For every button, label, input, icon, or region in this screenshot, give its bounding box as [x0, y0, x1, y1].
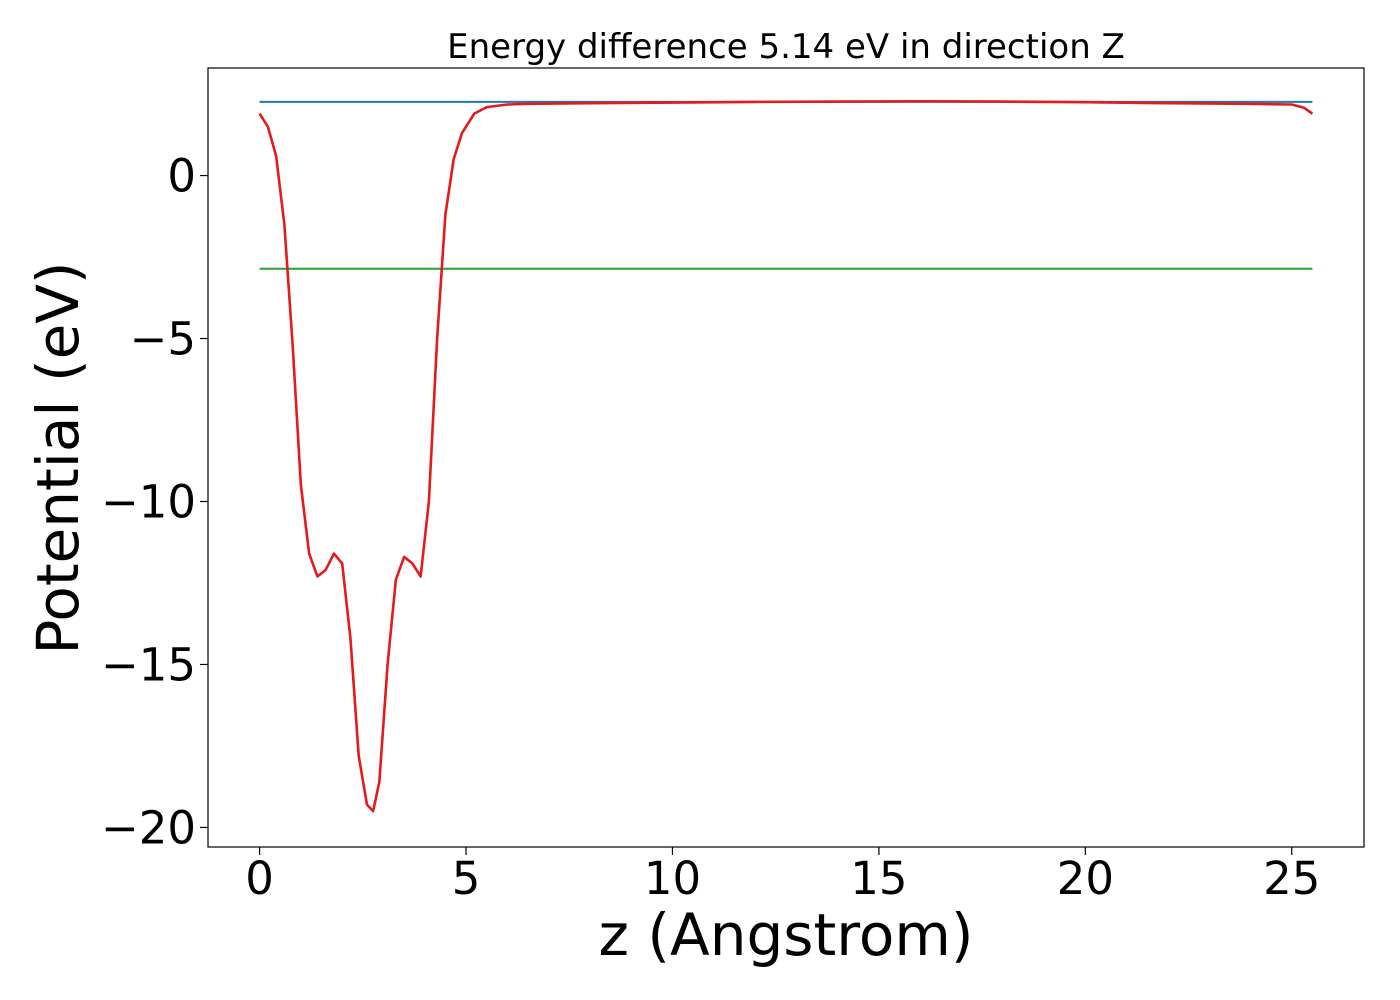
x-tick-label: 20 [1057, 852, 1114, 905]
x-tick-label: 0 [245, 852, 274, 905]
y-axis-label: Potential (eV) [24, 261, 92, 654]
plot-frame [207, 67, 1365, 848]
x-tick-label: 15 [850, 852, 907, 905]
x-tick-label: 25 [1263, 852, 1320, 905]
x-axis-ticks: 0 5 10 15 20 25 [245, 847, 1320, 905]
x-tick-label: 5 [452, 852, 481, 905]
y-tick-label: 0 [167, 150, 196, 203]
series-layer [258, 99, 1314, 813]
plot-area: 0 5 10 15 20 25 0 −5 −10 −15 −20 [101, 67, 1365, 905]
y-tick-label: −20 [101, 801, 196, 854]
y-tick-label: −5 [130, 313, 196, 366]
y-tick-label: −15 [101, 638, 196, 691]
y-axis-ticks: 0 −5 −10 −15 −20 [101, 150, 208, 854]
y-tick-label: −10 [101, 476, 196, 529]
x-axis-label: z (Angstrom) [599, 901, 974, 969]
chart-title: Energy difference 5.14 eV in direction Z [447, 27, 1125, 67]
series-line-3 [258, 99, 1314, 813]
x-tick-label: 10 [644, 852, 701, 905]
